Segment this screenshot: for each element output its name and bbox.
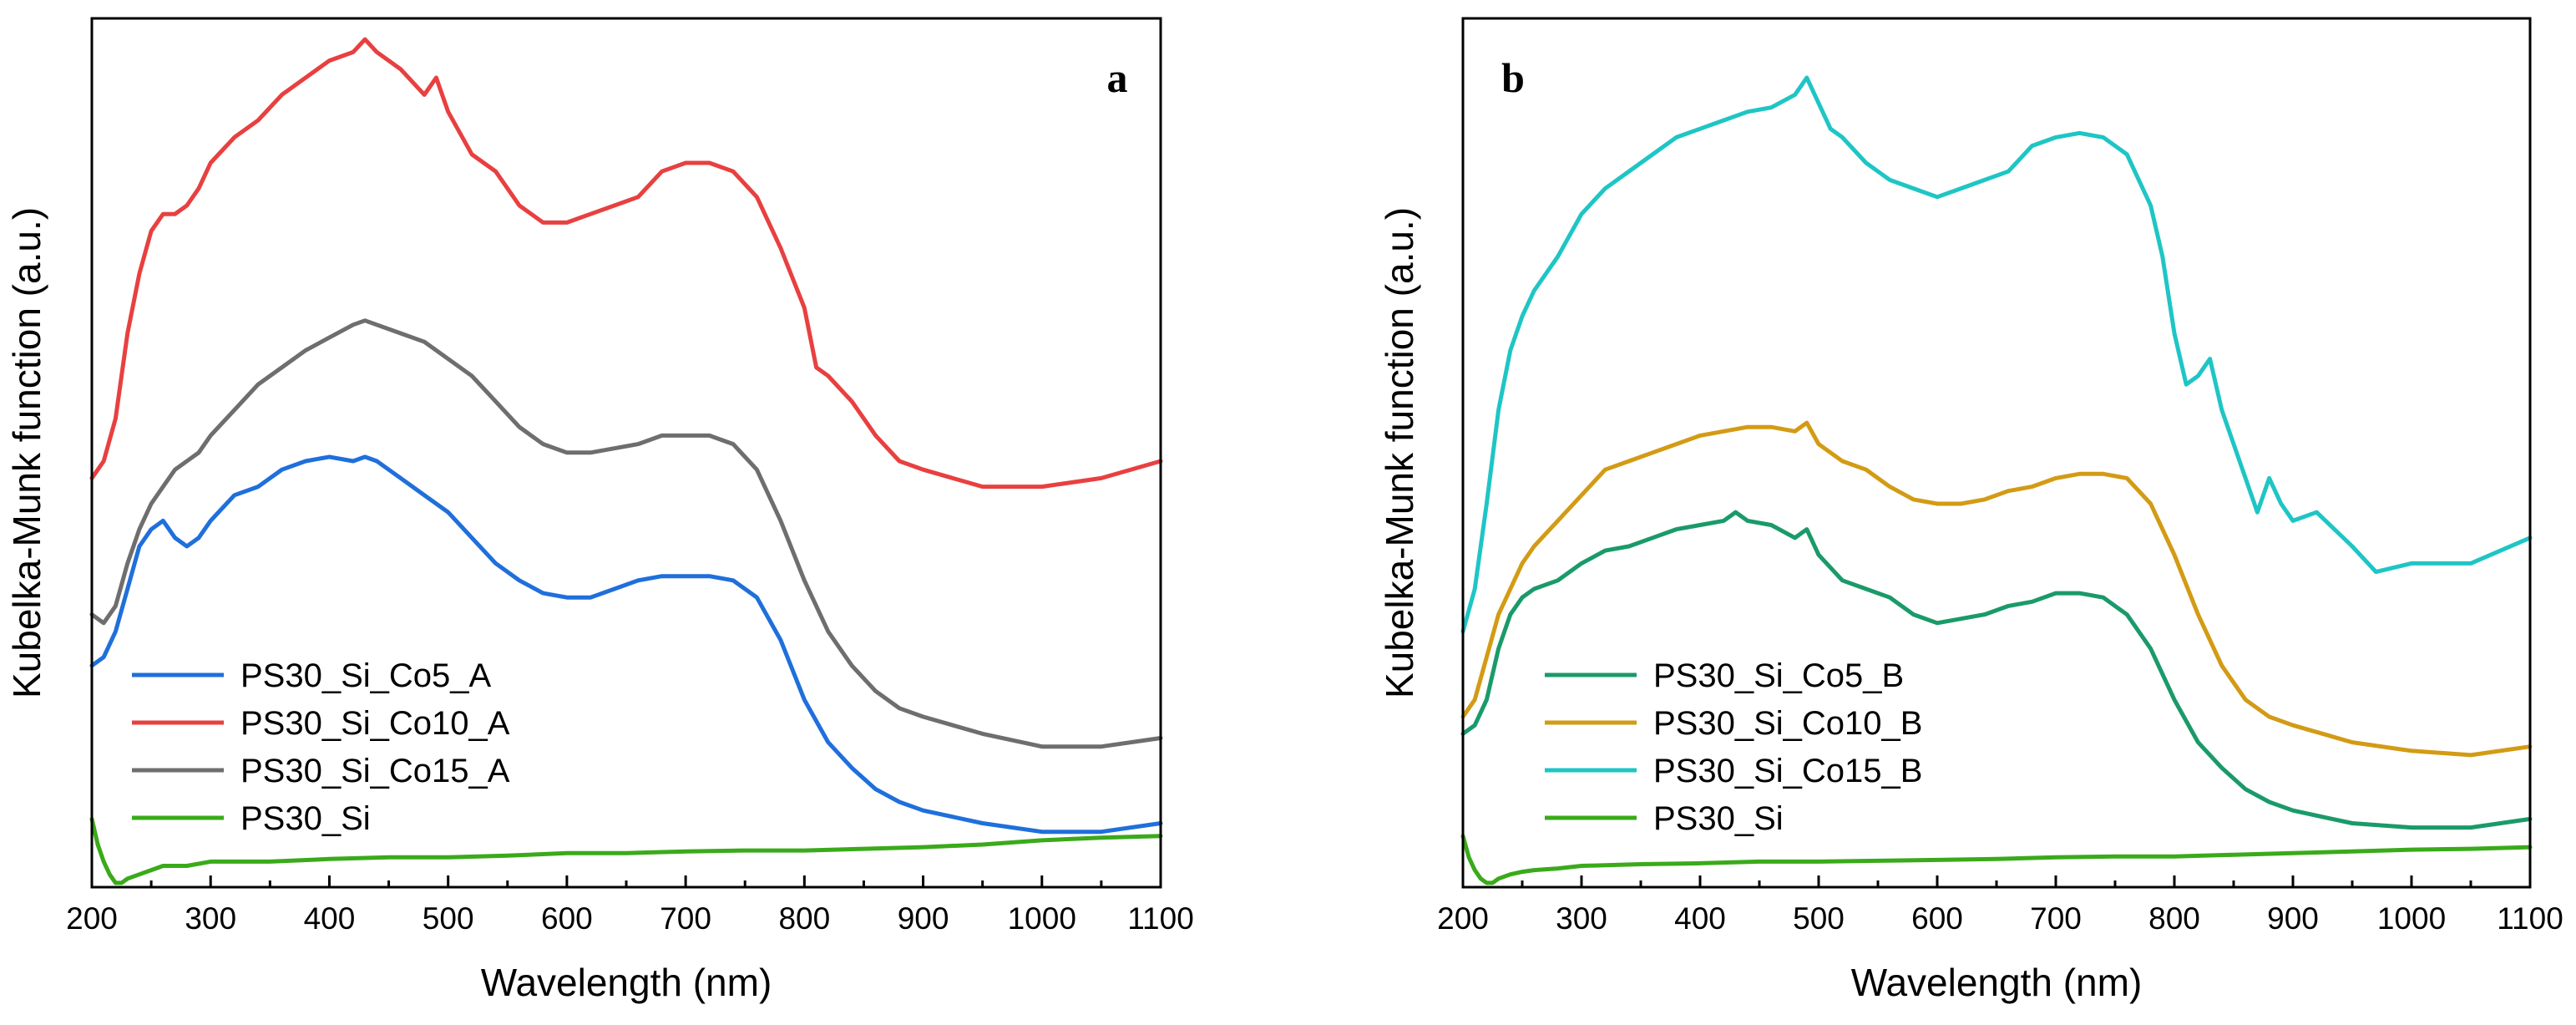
x-tick-label: 400 [1674,901,1726,936]
series-line-ps30-si [1460,834,2533,885]
legend-entry: PS30_Si_Co10_B [1653,705,1922,742]
x-axis-title: Wavelength (nm) [1851,961,2143,1004]
series-line-ps30-si-co10-b [1460,420,2533,758]
legend-entry: PS30_Si [1653,800,1784,837]
x-tick-label: 800 [2148,901,2200,936]
x-tick-label: 1000 [1008,901,1076,936]
x-tick-label: 900 [2267,901,2319,936]
panel-label: a [1107,54,1128,101]
x-tick-label: 200 [1437,901,1489,936]
y-axis-title: Kubelka-Munk function (a.u.) [1378,207,1421,698]
x-tick-label: 200 [66,901,118,936]
x-tick-label: 800 [778,901,830,936]
x-tick-label: 700 [2030,901,2082,936]
x-tick-label: 600 [1911,901,1963,936]
legend-entry: PS30_Si_Co10_A [240,705,510,742]
x-tick-label: 900 [898,901,949,936]
x-axis-title: Wavelength (nm) [481,961,772,1004]
x-tick-label: 500 [423,901,474,936]
legend-entry: PS30_Si_Co5_B [1653,657,1904,694]
series-line-ps30-si-co5-a [89,454,1163,835]
x-tick-label: 600 [541,901,593,936]
series-line-ps30-si-co10-a [89,37,1163,490]
x-tick-label: 300 [185,901,236,936]
panel-label: b [1501,54,1525,101]
series-line-ps30-si-co5-b [1460,510,2533,830]
panel-b: 200 300 400 500 600 700 800 900 1000 1100 Waveleng… [1378,17,2563,1004]
x-tick-label: 500 [1793,901,1845,936]
plot-frame [1461,17,2532,889]
series-line-ps30-si-co15-a [89,318,1163,749]
x-tick-label: 300 [1556,901,1607,936]
y-axis-title: Kubelka-Munk function (a.u.) [5,207,48,698]
series-line-ps30-si-co15-b [1460,75,2533,634]
x-tick-label: 1100 [2497,901,2563,936]
legend-entry: PS30_Si_Co5_A [240,657,492,694]
x-tick-label: 700 [660,901,711,936]
panel-a: 200 300 400 500 600 700 800 900 1000 1100 Waveleng… [5,17,1194,1004]
x-tick-label: 1000 [2377,901,2446,936]
legend-entry: PS30_Si_Co15_A [240,753,510,789]
x-tick-label: 1100 [1127,901,1194,936]
series-line-ps30-si [89,816,1163,885]
x-tick-label: 400 [304,901,356,936]
legend-entry: PS30_Si_Co15_B [1653,753,1922,789]
legend-entry: PS30_Si [240,800,371,837]
